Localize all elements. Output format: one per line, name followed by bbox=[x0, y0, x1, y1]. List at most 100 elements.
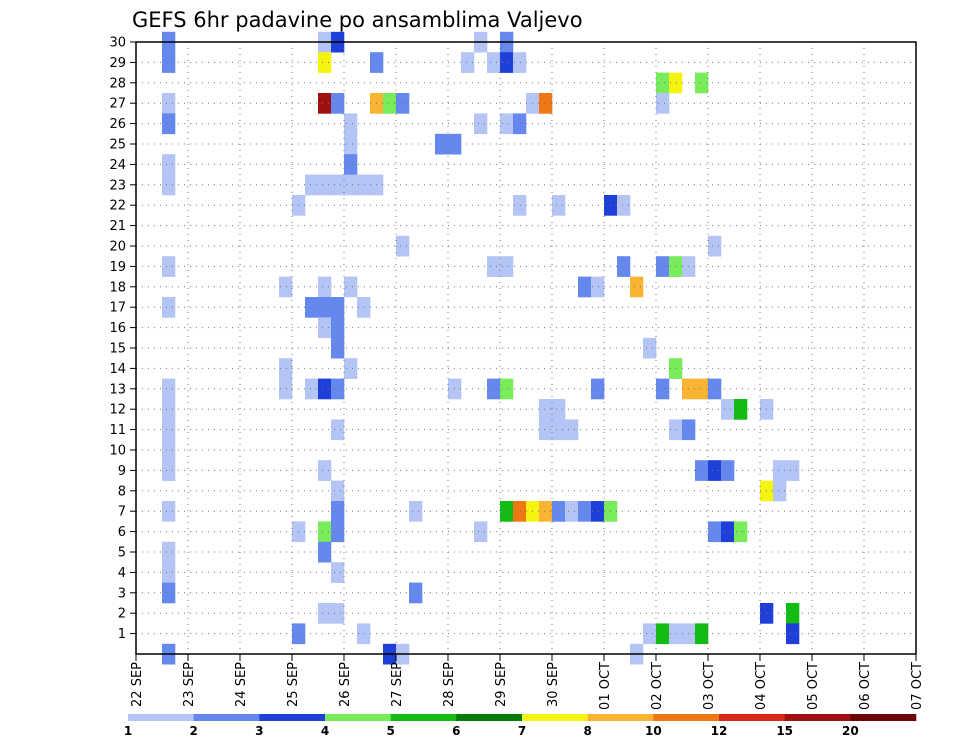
ensemble-cell bbox=[721, 521, 735, 543]
y-tick-label: 11 bbox=[109, 423, 126, 438]
x-tick-label: 26 SEP bbox=[338, 662, 353, 707]
colorbar-label: 7 bbox=[518, 724, 526, 738]
x-tick-label: 03 OCT bbox=[702, 662, 717, 710]
colorbar-swatch bbox=[193, 714, 260, 721]
ensemble-cell bbox=[331, 317, 345, 339]
ensemble-cell bbox=[344, 113, 358, 135]
ensemble-cell bbox=[513, 195, 527, 216]
ensemble-cell bbox=[318, 276, 332, 298]
x-tick-label: 06 OCT bbox=[858, 662, 873, 710]
colorbar-label: 15 bbox=[776, 724, 793, 738]
ensemble-cell bbox=[162, 460, 176, 481]
ensemble-cell bbox=[344, 154, 358, 175]
ensemble-cell bbox=[162, 378, 176, 400]
ensemble-cell bbox=[331, 562, 345, 583]
ensemble-cell bbox=[591, 378, 605, 400]
x-tick-label: 02 OCT bbox=[650, 662, 665, 710]
ensemble-cell bbox=[656, 256, 670, 277]
colorbar-label: 10 bbox=[645, 724, 662, 738]
ensemble-cell bbox=[331, 378, 345, 400]
ensemble-cell bbox=[305, 297, 319, 318]
y-tick-label: 17 bbox=[109, 301, 126, 316]
ensemble-cell bbox=[513, 52, 527, 73]
ensemble-cell bbox=[578, 276, 592, 298]
ensemble-cell bbox=[513, 501, 527, 522]
y-tick-label: 6 bbox=[118, 525, 126, 540]
y-tick-label: 1 bbox=[118, 627, 126, 642]
ensemble-cell bbox=[630, 276, 644, 298]
ensemble-cell bbox=[708, 378, 722, 400]
colorbar-swatch bbox=[850, 714, 917, 721]
ensemble-cell bbox=[305, 378, 319, 400]
y-tick-label: 3 bbox=[118, 586, 126, 601]
y-tick-label: 8 bbox=[118, 484, 126, 499]
ensemble-cell bbox=[578, 501, 592, 522]
ensemble-cell bbox=[513, 113, 527, 135]
ensemble-cell bbox=[318, 521, 332, 543]
y-tick-label: 30 bbox=[109, 36, 126, 51]
ensemble-cell bbox=[500, 378, 514, 400]
ensemble-cell bbox=[591, 501, 605, 522]
ensemble-cell bbox=[162, 113, 176, 135]
ensemble-cell bbox=[162, 52, 176, 73]
ensemble-cell bbox=[279, 378, 293, 400]
ensemble-cell bbox=[305, 174, 319, 196]
ensemble-cell bbox=[318, 93, 332, 114]
colorbar-swatch bbox=[456, 714, 523, 721]
colorbar-label: 3 bbox=[255, 724, 263, 738]
ensemble-cells bbox=[162, 31, 800, 665]
ensemble-cell bbox=[435, 133, 449, 155]
ensemble-cell bbox=[552, 501, 566, 522]
ensemble-cell bbox=[656, 623, 670, 645]
ensemble-cell bbox=[734, 399, 748, 420]
ensemble-cell bbox=[643, 337, 657, 359]
ensemble-cell bbox=[708, 460, 722, 481]
ensemble-cell bbox=[773, 460, 787, 481]
ensemble-cell bbox=[162, 501, 176, 522]
y-tick-label: 23 bbox=[109, 178, 126, 193]
y-tick-label: 19 bbox=[109, 260, 126, 275]
y-tick-label: 20 bbox=[109, 240, 126, 255]
ensemble-cell bbox=[318, 297, 332, 318]
ensemble-cell bbox=[695, 378, 709, 400]
ensemble-cell bbox=[565, 419, 579, 441]
x-tick-label: 30 SEP bbox=[546, 662, 561, 707]
x-tick-label: 24 SEP bbox=[234, 662, 249, 707]
colorbar-swatch bbox=[653, 714, 720, 721]
ensemble-cell bbox=[617, 256, 631, 277]
colorbar-swatch bbox=[325, 714, 391, 721]
ensemble-cell bbox=[318, 317, 332, 339]
ensemble-cell bbox=[487, 378, 501, 400]
ensemble-cell bbox=[331, 337, 345, 359]
ensemble-cell bbox=[669, 623, 683, 645]
ensemble-cell bbox=[331, 480, 345, 502]
ensemble-cell bbox=[162, 439, 176, 461]
colorbar-label: 8 bbox=[583, 724, 591, 738]
ensemble-cell bbox=[331, 521, 345, 543]
ensemble-cell bbox=[318, 52, 332, 73]
colorbar-swatch bbox=[719, 714, 785, 721]
ensemble-cell bbox=[344, 276, 358, 298]
colorbar-label: 2 bbox=[189, 724, 197, 738]
ensemble-cell bbox=[162, 154, 176, 175]
x-tick-label: 29 SEP bbox=[494, 662, 509, 707]
ensemble-cell bbox=[331, 174, 345, 196]
x-tick-label: 28 SEP bbox=[442, 662, 457, 707]
y-tick-label: 12 bbox=[109, 403, 126, 418]
ensemble-cell bbox=[344, 358, 358, 379]
y-tick-label: 25 bbox=[109, 138, 126, 153]
ensemble-cell bbox=[487, 52, 501, 73]
ensemble-cell bbox=[721, 399, 735, 420]
ensemble-cell bbox=[695, 72, 709, 94]
ensemble-cell bbox=[643, 623, 657, 645]
colorbar-swatch bbox=[587, 714, 654, 721]
x-tick-label: 01 OCT bbox=[598, 662, 613, 710]
ensemble-cell bbox=[318, 460, 332, 481]
x-tick-label: 07 OCT bbox=[910, 662, 925, 710]
colorbar-label: 6 bbox=[452, 724, 460, 738]
ensemble-cell bbox=[162, 582, 176, 604]
y-tick-label: 5 bbox=[118, 546, 126, 561]
ensemble-cell bbox=[734, 521, 748, 543]
colorbar-swatch bbox=[128, 714, 194, 721]
